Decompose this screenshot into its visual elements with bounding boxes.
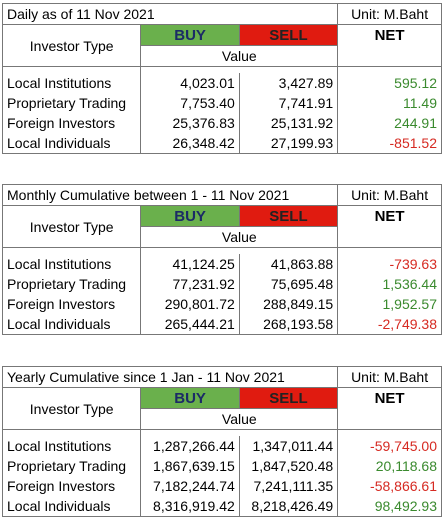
- monthly-table: Monthly Cumulative between 1 - 11 Nov 20…: [1, 184, 442, 335]
- buy-value: 7,753.40: [140, 93, 240, 113]
- buy-value: 8,316,919.42: [140, 496, 240, 517]
- net-value: 1,952.57: [337, 294, 442, 314]
- table-title: Monthly Cumulative between 1 - 11 Nov 20…: [1, 184, 339, 206]
- investor-type: Local Institutions: [1, 436, 142, 456]
- sell-value: 268,193.58: [238, 314, 339, 335]
- buy-value: 25,376.83: [140, 113, 240, 133]
- net-value: 595.12: [337, 73, 442, 93]
- buy-value: 290,801.72: [140, 294, 240, 314]
- table-row: Foreign Investors 290,801.72 288,849.15 …: [1, 294, 442, 314]
- sell-value: 1,847,520.48: [238, 456, 339, 476]
- investor-type-header: Investor Type: [1, 24, 142, 67]
- table-row: Foreign Investors 7,182,244.74 7,241,111…: [1, 476, 442, 496]
- investor-type: Proprietary Trading: [1, 274, 142, 294]
- buy-header: BUY: [140, 205, 240, 227]
- net-value: -851.52: [337, 133, 442, 154]
- buy-value: 77,231.92: [140, 274, 240, 294]
- sell-value: 41,863.88: [238, 254, 339, 274]
- sell-value: 288,849.15: [238, 294, 339, 314]
- table-title: Yearly Cumulative since 1 Jan - 11 Nov 2…: [1, 366, 339, 388]
- unit-label: Unit: M.Baht: [337, 366, 442, 388]
- investor-type: Local Individuals: [1, 496, 142, 517]
- net-header: NET: [337, 24, 442, 67]
- table-row: Proprietary Trading 1,867,639.15 1,847,5…: [1, 456, 442, 476]
- table-row: Local Individuals 8,316,919.42 8,218,426…: [1, 496, 442, 517]
- unit-label: Unit: M.Baht: [337, 184, 442, 206]
- buy-value: 1,867,639.15: [140, 456, 240, 476]
- investor-type: Local Individuals: [1, 133, 142, 154]
- sell-value: 8,218,426.49: [238, 496, 339, 517]
- investor-type: Foreign Investors: [1, 294, 142, 314]
- buy-value: 41,124.25: [140, 254, 240, 274]
- value-subheader: Value: [140, 226, 339, 248]
- sell-value: 25,131.92: [238, 113, 339, 133]
- table-row: Local Institutions 1,287,266.44 1,347,01…: [1, 436, 442, 456]
- investor-type-header: Investor Type: [1, 205, 142, 248]
- net-value: 11.49: [337, 93, 442, 113]
- table-row: Local Institutions 4,023.01 3,427.89 595…: [1, 73, 442, 93]
- sell-value: 7,741.91: [238, 93, 339, 113]
- net-value: 98,492.93: [337, 496, 442, 517]
- buy-value: 4,023.01: [140, 73, 240, 93]
- investor-type: Proprietary Trading: [1, 456, 142, 476]
- table-row: Local Individuals 265,444.21 268,193.58 …: [1, 314, 442, 335]
- net-header: NET: [337, 205, 442, 248]
- investor-type: Proprietary Trading: [1, 93, 142, 113]
- sell-value: 1,347,011.44: [238, 436, 339, 456]
- investor-type: Local Institutions: [1, 254, 142, 274]
- table-row: Local Institutions 41,124.25 41,863.88 -…: [1, 254, 442, 274]
- buy-header: BUY: [140, 24, 240, 46]
- sell-value: 27,199.93: [238, 133, 339, 154]
- unit-label: Unit: M.Baht: [337, 3, 442, 25]
- net-header: NET: [337, 387, 442, 430]
- investor-type: Local Institutions: [1, 73, 142, 93]
- net-value: -59,745.00: [337, 436, 442, 456]
- table-row: Foreign Investors 25,376.83 25,131.92 24…: [1, 113, 442, 133]
- sell-value: 75,695.48: [238, 274, 339, 294]
- net-value: 1,536.44: [337, 274, 442, 294]
- investor-type: Local Individuals: [1, 314, 142, 335]
- value-subheader: Value: [140, 45, 339, 67]
- yearly-table: Yearly Cumulative since 1 Jan - 11 Nov 2…: [1, 366, 442, 517]
- table-row: Proprietary Trading 7,753.40 7,741.91 11…: [1, 93, 442, 113]
- sell-value: 3,427.89: [238, 73, 339, 93]
- investor-type: Foreign Investors: [1, 476, 142, 496]
- table-row: Local Individuals 26,348.42 27,199.93 -8…: [1, 133, 442, 154]
- value-subheader: Value: [140, 408, 339, 430]
- investor-type-header: Investor Type: [1, 387, 142, 430]
- sell-header: SELL: [238, 387, 339, 409]
- sell-header: SELL: [238, 205, 339, 227]
- net-value: 20,118.68: [337, 456, 442, 476]
- buy-value: 1,287,266.44: [140, 436, 240, 456]
- investor-type: Foreign Investors: [1, 113, 142, 133]
- buy-value: 7,182,244.74: [140, 476, 240, 496]
- table-title: Daily as of 11 Nov 2021: [1, 3, 339, 25]
- net-value: 244.91: [337, 113, 442, 133]
- net-value: -2,749.38: [337, 314, 442, 335]
- table-row: Proprietary Trading 77,231.92 75,695.48 …: [1, 274, 442, 294]
- net-value: -739.63: [337, 254, 442, 274]
- sell-header: SELL: [238, 24, 339, 46]
- buy-value: 265,444.21: [140, 314, 240, 335]
- daily-table: Daily as of 11 Nov 2021 Unit: M.Baht Inv…: [1, 3, 442, 154]
- buy-header: BUY: [140, 387, 240, 409]
- sell-value: 7,241,111.35: [238, 476, 339, 496]
- buy-value: 26,348.42: [140, 133, 240, 154]
- net-value: -58,866.61: [337, 476, 442, 496]
